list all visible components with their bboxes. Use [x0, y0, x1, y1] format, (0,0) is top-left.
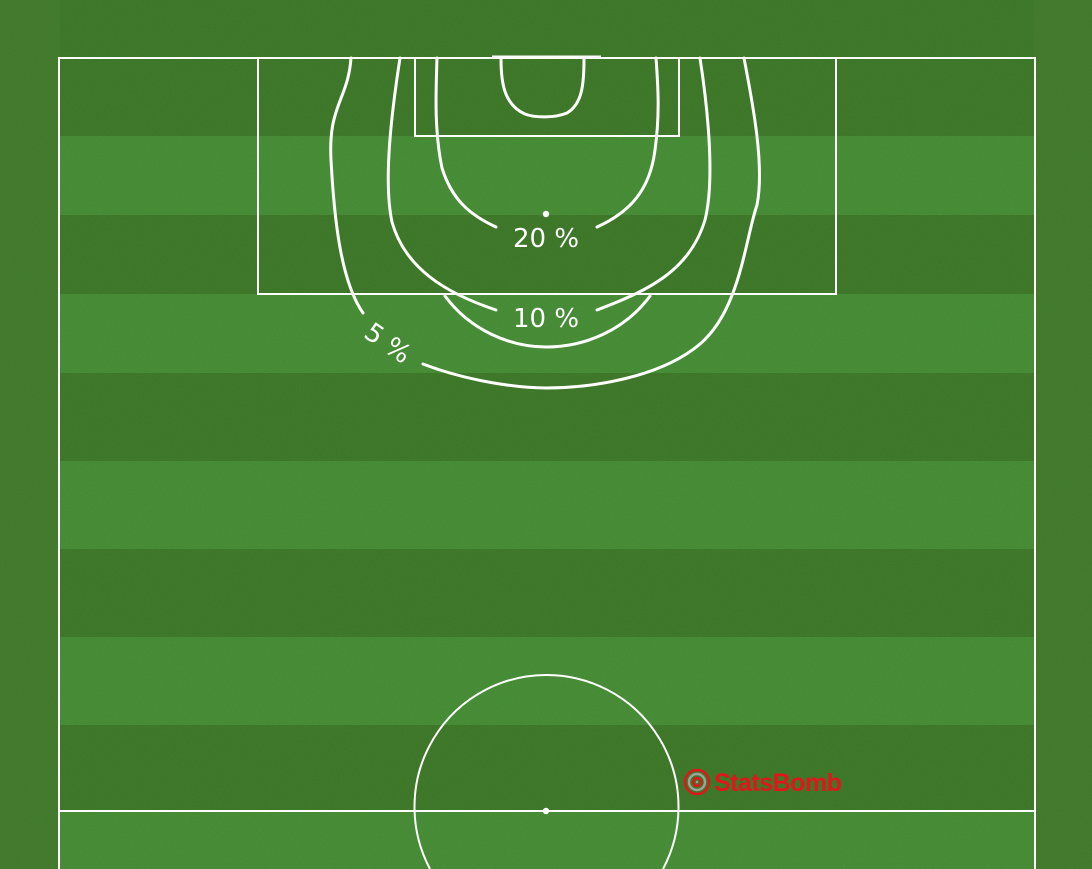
- contour-5-percent-left: [329, 56, 365, 315]
- contours: [329, 56, 762, 390]
- statsbomb-logo-icon: [683, 768, 711, 796]
- contour-20-percent-left: [434, 56, 498, 229]
- statsbomb-logo: StatsBomb: [683, 768, 842, 797]
- contour-10-percent-bottom-arc: [443, 294, 652, 349]
- centre-spot: [542, 807, 550, 815]
- contour-innermost: [499, 57, 586, 119]
- contour-5-percent-right: [421, 56, 762, 390]
- contour-label-20: 20 %: [513, 224, 579, 254]
- contour-10-percent-left: [386, 56, 498, 312]
- contour-label-10: 10 %: [513, 304, 579, 334]
- contour-10-percent-right: [595, 56, 712, 312]
- statsbomb-wordmark: StatsBomb: [714, 769, 842, 797]
- contour-20-percent-right: [595, 56, 660, 229]
- penalty-spot: [542, 210, 550, 218]
- centre-circle: [413, 674, 680, 869]
